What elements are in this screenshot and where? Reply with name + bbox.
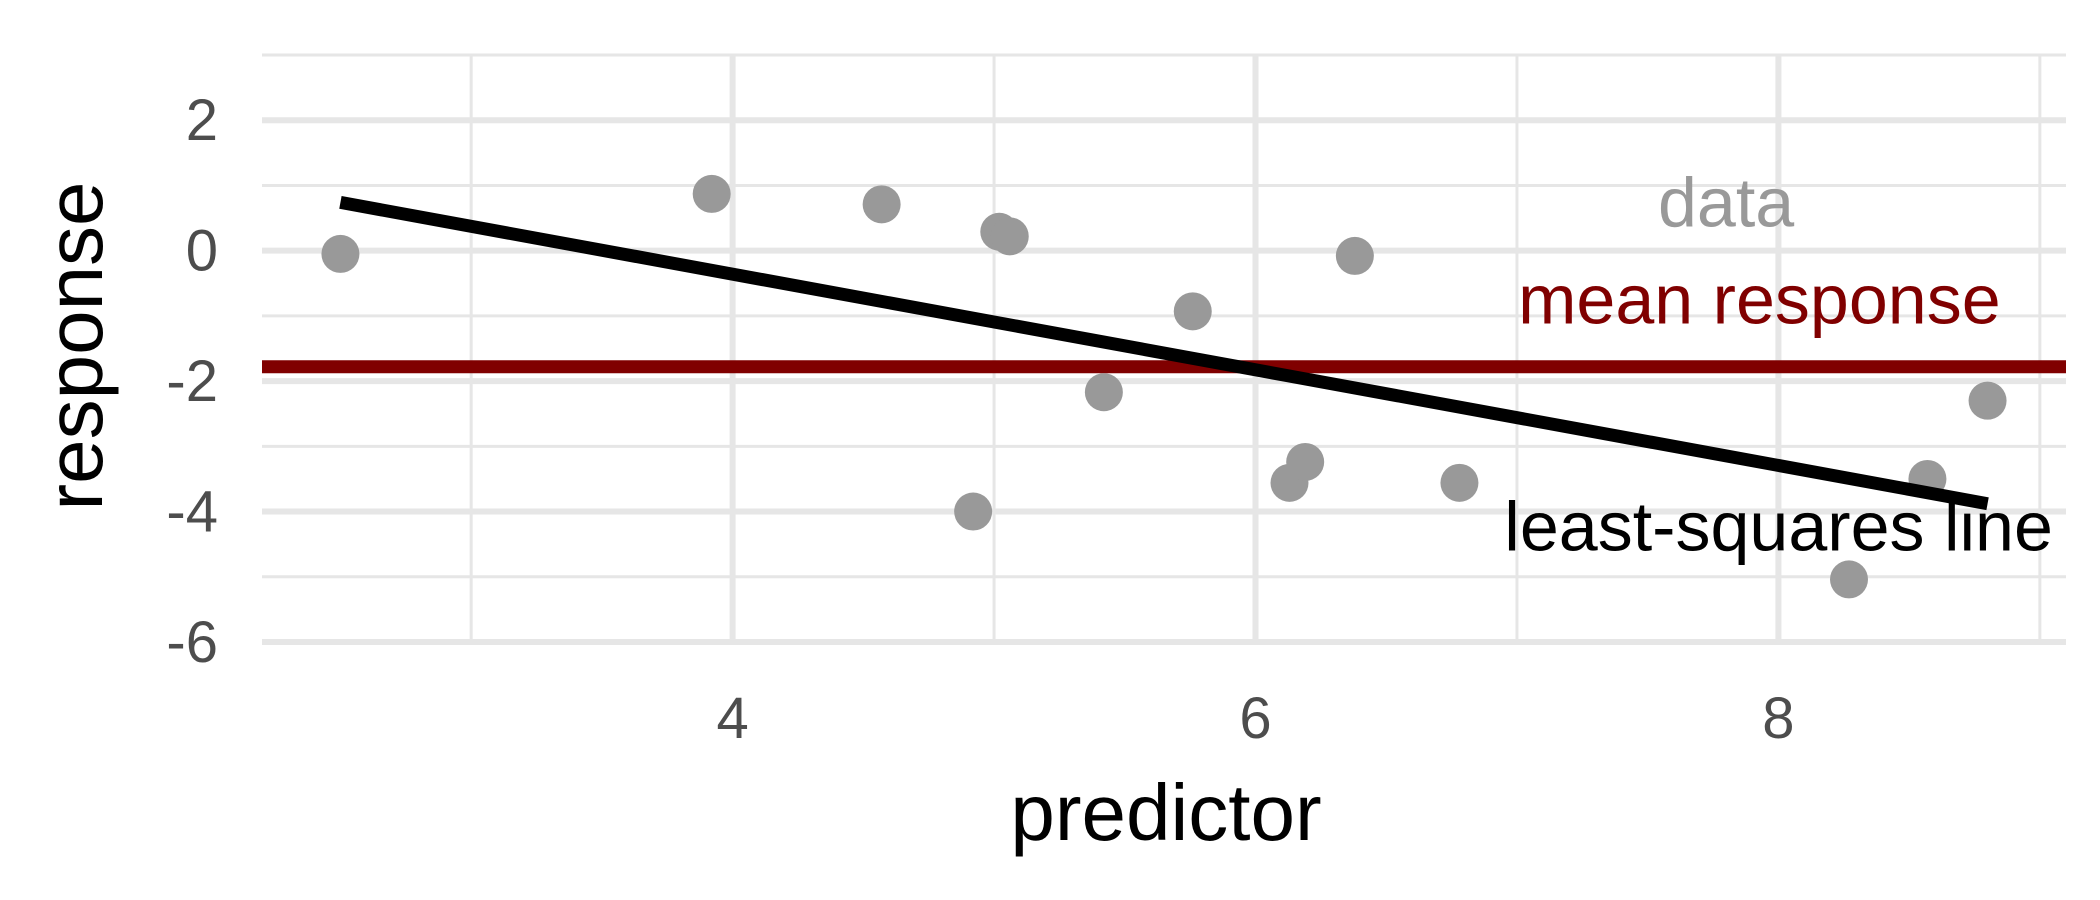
x-tick-label: 4 xyxy=(716,686,748,751)
data-point xyxy=(954,492,993,531)
data-point xyxy=(321,234,360,273)
y-tick-label: -2 xyxy=(166,349,218,414)
y-tick-label: 0 xyxy=(186,219,218,284)
data-point xyxy=(1084,373,1123,412)
grid xyxy=(262,53,2066,645)
least-squares-line xyxy=(339,196,1989,511)
data-point xyxy=(1829,560,1868,599)
data-point xyxy=(1968,381,2007,420)
annotation-label: mean response xyxy=(1518,261,2001,339)
annotation-label: least-squares line xyxy=(1504,488,2053,566)
annotations: data mean response least-squares line xyxy=(1504,164,2053,566)
data-point xyxy=(1173,292,1212,331)
data-point xyxy=(692,174,731,213)
x-tick-label: 6 xyxy=(1239,686,1271,751)
y-tick-label: 2 xyxy=(186,88,218,153)
annotation-label: data xyxy=(1658,164,1794,242)
data-point xyxy=(1286,442,1325,481)
y-axis-title: response xyxy=(30,181,119,510)
y-tick-label: -4 xyxy=(166,480,218,545)
data-point xyxy=(990,217,1029,256)
data-point xyxy=(862,185,901,224)
data-point xyxy=(1440,463,1479,502)
data-point xyxy=(1335,236,1374,275)
tick-labels: 4 6 8 2 0 -2 -4 -6 xyxy=(166,88,1794,751)
x-tick-label: 8 xyxy=(1762,686,1794,751)
y-tick-label: -6 xyxy=(166,610,218,675)
least-squares-layer xyxy=(339,196,1989,511)
x-axis-title: predictor xyxy=(1010,768,1321,857)
